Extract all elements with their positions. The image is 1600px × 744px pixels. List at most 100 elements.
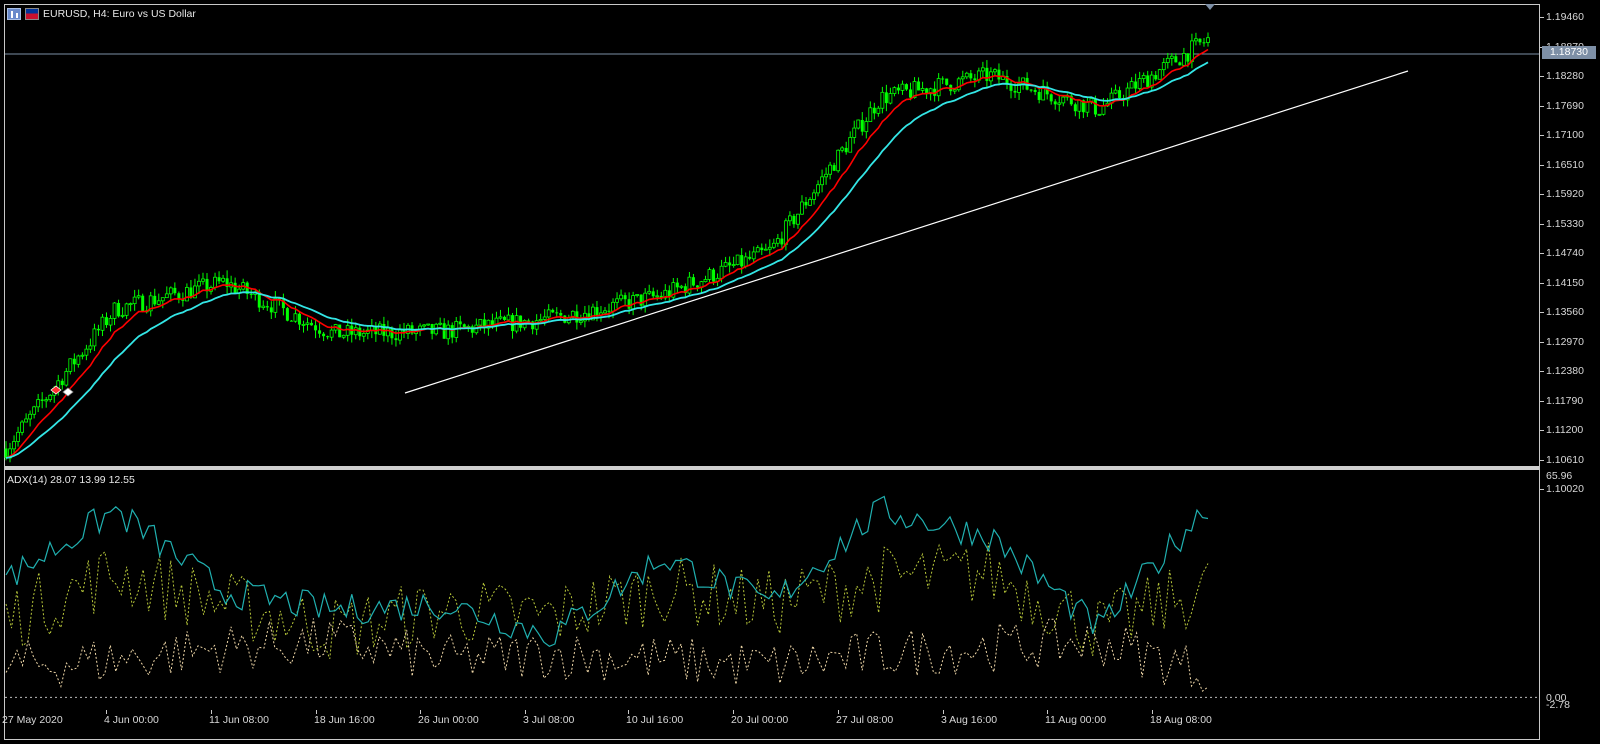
candle-body (164, 293, 169, 299)
candle-body (1157, 69, 1162, 80)
candle-body (1013, 90, 1017, 93)
adx-axis-top: 65.96 (1546, 470, 1573, 482)
time-axis-tick (838, 710, 839, 714)
candle-body (876, 107, 881, 114)
candle-body (771, 242, 776, 248)
candle-body (683, 286, 687, 294)
candle-body (1101, 105, 1106, 115)
candle-body (132, 296, 137, 305)
time-axis-label: 20 Jul 00:00 (731, 714, 789, 726)
candle-body (136, 295, 141, 298)
price-axis-tick (1539, 341, 1544, 343)
candle-body (1045, 86, 1049, 95)
adx-axis-zero: 0.00 (1546, 692, 1567, 704)
candle-body (763, 248, 768, 251)
price-axis-label: 1.10020 (1546, 483, 1584, 495)
candle-body (695, 285, 699, 288)
candle-body (12, 441, 16, 450)
candle-body (896, 87, 900, 91)
fast-moving-average-line (5, 48, 1209, 459)
candle-body (205, 278, 209, 292)
candle-body (185, 287, 189, 302)
candle-body (860, 120, 864, 132)
candle-body (48, 394, 53, 401)
candle-body (880, 91, 885, 109)
candle-body (1134, 81, 1138, 89)
current-price-tag: 1.18730 (1542, 46, 1596, 59)
candle-body (1186, 53, 1190, 62)
candle-body (852, 127, 857, 138)
candle-body (249, 293, 253, 295)
candle-body (338, 324, 342, 338)
candle-body (269, 307, 273, 313)
candle-body (60, 380, 64, 386)
candle-body (124, 303, 129, 316)
time-axis-tick (525, 710, 526, 714)
plus-di-line (5, 542, 1209, 659)
candle-body (812, 192, 816, 200)
candle-body (382, 323, 386, 336)
candle-body (667, 290, 671, 298)
candle-body (314, 325, 318, 331)
candle-body (40, 399, 44, 401)
time-axis-label: 27 May 2020 (2, 714, 63, 726)
time-axis-tick (943, 710, 944, 714)
candle-body (88, 345, 93, 350)
candle-body (1174, 56, 1178, 63)
candle-body (607, 310, 611, 312)
trade-arrow-icon (50, 385, 62, 395)
candle-body (751, 251, 756, 260)
price-axis-label: 1.13560 (1546, 306, 1584, 318)
candle-body (551, 309, 555, 313)
price-axis-tick (1539, 194, 1544, 195)
price-axis-tick (1539, 253, 1544, 254)
candle-body (120, 314, 125, 317)
candle-body (394, 338, 398, 341)
candle-body (840, 147, 845, 151)
candle-body (783, 220, 788, 245)
price-axis-tick (1539, 430, 1544, 431)
adx-pane[interactable] (5, 470, 1539, 710)
candle-body (687, 276, 692, 294)
candle-body (760, 247, 764, 251)
candle-body (1202, 42, 1206, 44)
candle-body (952, 89, 957, 92)
candle-body (936, 78, 941, 97)
time-axis-tick (316, 710, 317, 714)
candle-body (691, 277, 695, 286)
candle-body (265, 306, 269, 308)
candle-body (531, 321, 535, 330)
candle-body (864, 121, 869, 133)
candle-body (1009, 84, 1013, 91)
candle-body (1057, 102, 1062, 105)
chart-shift-marker[interactable] (1205, 4, 1215, 10)
price-axis-label: 1.16510 (1546, 158, 1584, 171)
candle-body (128, 303, 133, 306)
candle-body (1053, 101, 1057, 105)
candle-body (422, 324, 426, 327)
pane-separator[interactable] (5, 466, 1539, 470)
candle-body (868, 107, 873, 122)
price-axis-label: 1.15330 (1546, 217, 1584, 230)
candle-body (848, 137, 853, 153)
chart-window-icon[interactable] (7, 8, 21, 20)
price-axis-tick (1539, 371, 1544, 372)
candle-body (285, 308, 289, 321)
candle-body (679, 285, 684, 288)
candle-body (361, 332, 366, 337)
candle-body (1037, 91, 1041, 100)
candle-body (36, 399, 41, 408)
candle-body (301, 323, 306, 326)
price-axis-label: 1.14150 (1546, 276, 1584, 289)
candle-body (872, 107, 876, 114)
candle-body (920, 87, 925, 91)
candle-body (969, 73, 973, 79)
candle-body (168, 287, 173, 295)
candle-body (651, 291, 655, 297)
price-pane[interactable] (5, 5, 1539, 466)
candle-body (832, 165, 836, 171)
price-scale[interactable] (1539, 4, 1600, 740)
candle-body (647, 290, 652, 294)
